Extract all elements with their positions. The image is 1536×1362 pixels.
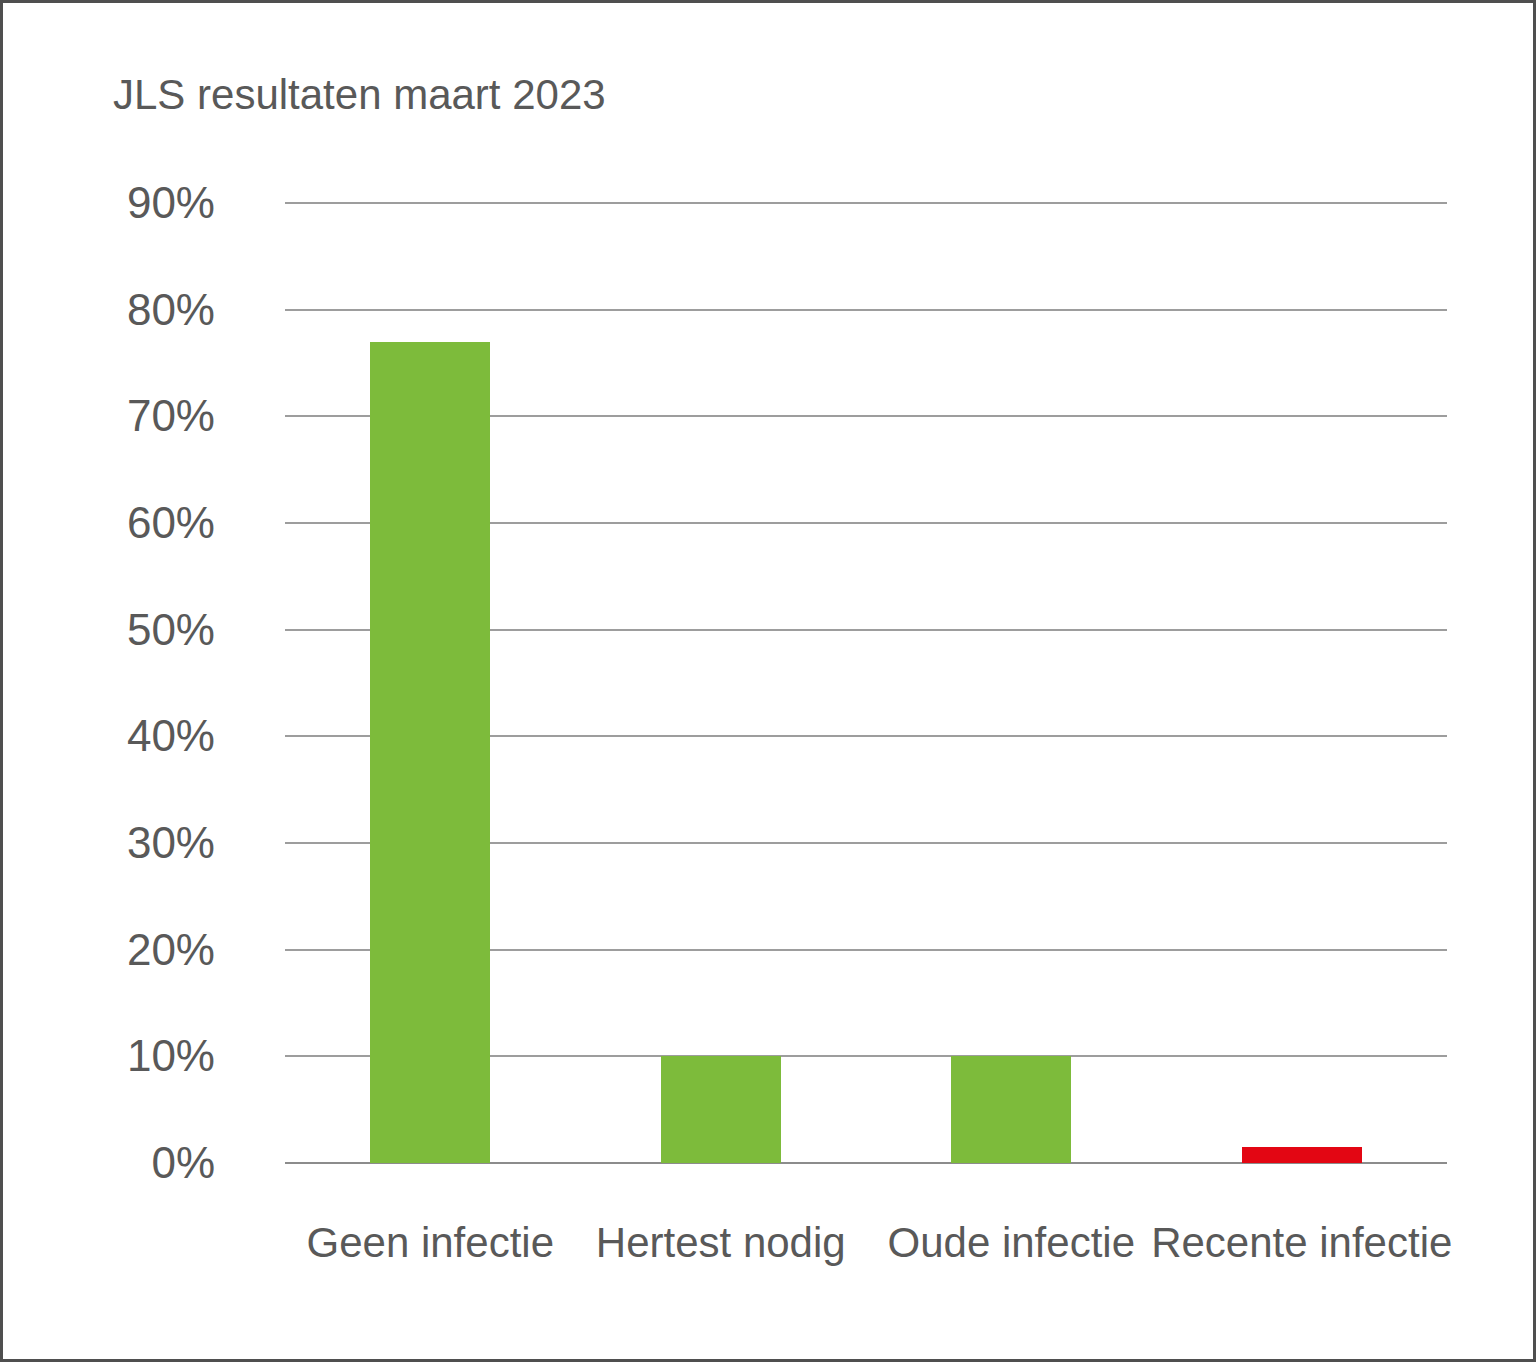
y-tick-label: 30% (45, 817, 215, 869)
x-tick-label: Geen infectie (307, 1217, 555, 1269)
x-tick-label: Hertest nodig (596, 1217, 846, 1269)
y-tick-label: 10% (45, 1030, 215, 1082)
y-tick-label: 50% (45, 604, 215, 656)
y-tick-label: 20% (45, 924, 215, 976)
y-tick-label: 70% (45, 390, 215, 442)
y-tick-label: 80% (45, 284, 215, 336)
x-tick-label: Oude infectie (888, 1217, 1136, 1269)
gridline (285, 202, 1447, 204)
bar-geen-infectie (370, 342, 490, 1163)
plot-area: 0%10%20%30%40%50%60%70%80%90%Geen infect… (285, 203, 1447, 1163)
bar-hertest-nodig (661, 1056, 781, 1163)
y-tick-label: 60% (45, 497, 215, 549)
bar-oude-infectie (951, 1056, 1071, 1163)
y-tick-label: 0% (45, 1137, 215, 1189)
y-tick-label: 90% (45, 177, 215, 229)
gridline (285, 309, 1447, 311)
y-tick-label: 40% (45, 710, 215, 762)
bar-recente-infectie (1242, 1147, 1362, 1163)
chart-frame: JLS resultaten maart 2023 0%10%20%30%40%… (0, 0, 1536, 1362)
x-tick-label: Recente infectie (1151, 1217, 1452, 1269)
chart-title: JLS resultaten maart 2023 (113, 69, 606, 122)
